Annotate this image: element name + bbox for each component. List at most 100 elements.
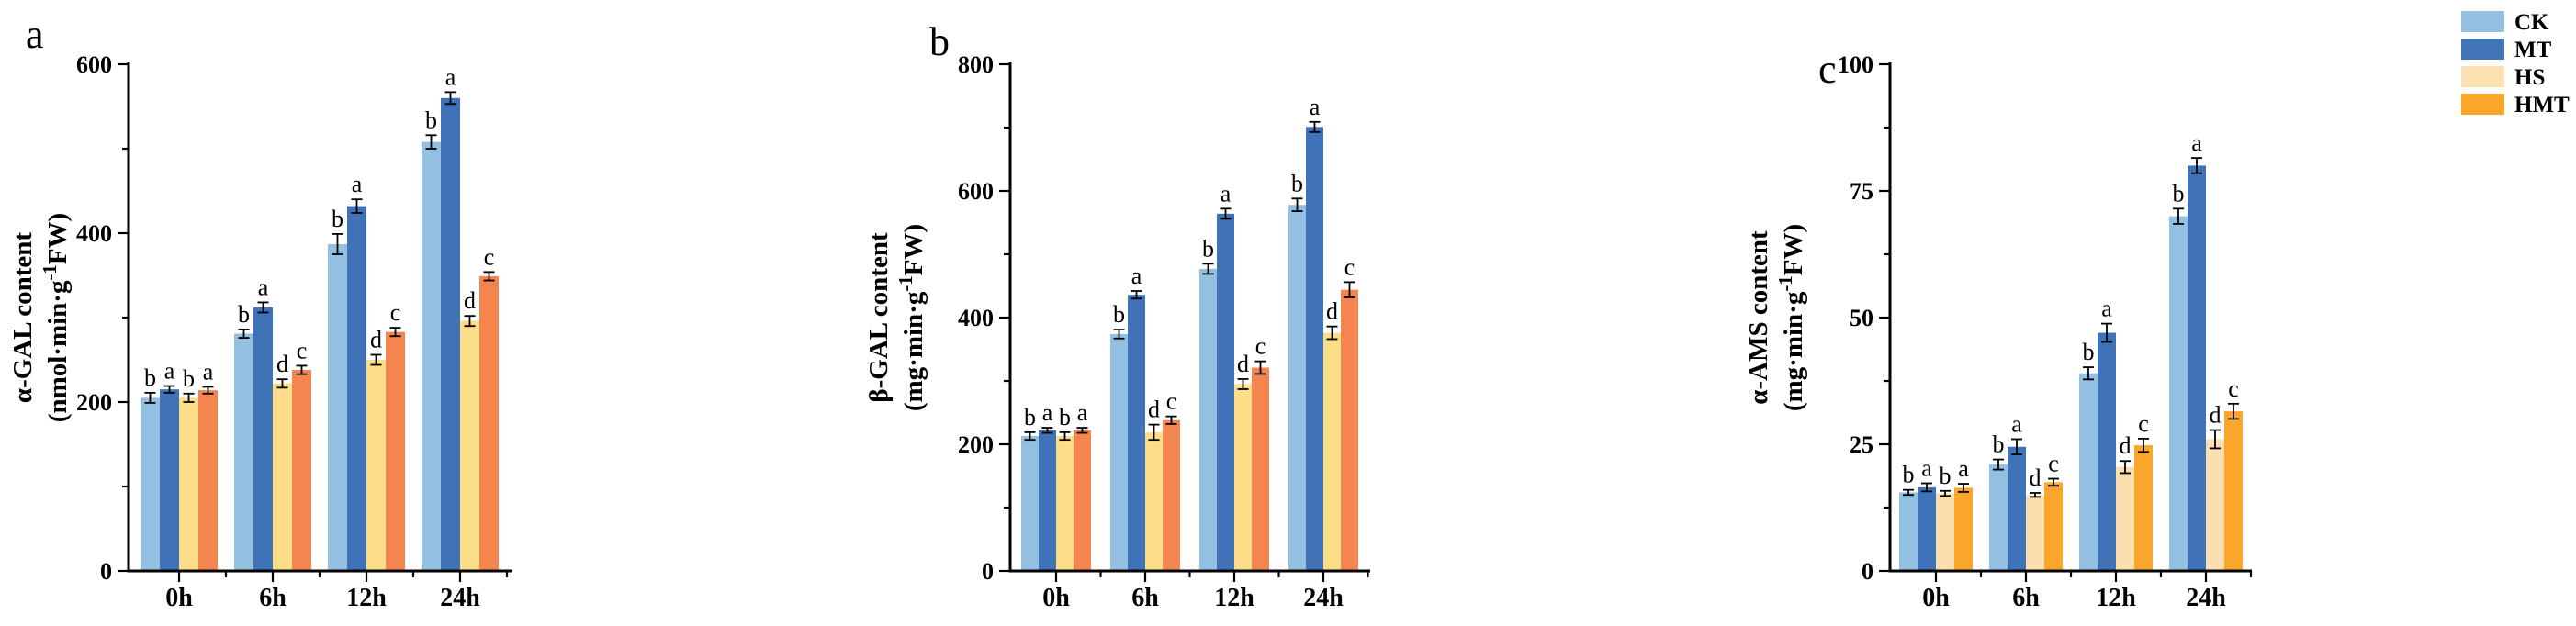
legend-label-hmt: HMT bbox=[2514, 93, 2570, 117]
error-bar-hmt-6h bbox=[2048, 477, 2059, 487]
panel-label-c: c bbox=[1818, 47, 1837, 92]
bar-hmt-6h bbox=[2044, 482, 2063, 571]
sig-letter-hmt-12h: c bbox=[390, 299, 401, 326]
sig-letter-hs-0h: b bbox=[1940, 463, 1952, 489]
bar-hmt-24h bbox=[2224, 411, 2243, 571]
sig-letter-hs-12h: d bbox=[370, 326, 382, 352]
bar-hs-12h bbox=[1234, 384, 1252, 571]
error-bar-ck-24h bbox=[1291, 197, 1303, 212]
sig-letter-mt-12h: a bbox=[352, 171, 363, 197]
sig-letter-hs-24h: d bbox=[464, 287, 476, 314]
y-axis-title-line2: (mg·min·g-1FW) bbox=[1774, 224, 1808, 411]
x-tick-label-6h: 6h bbox=[259, 584, 287, 612]
sig-letter-hmt-0h: a bbox=[1958, 455, 1969, 482]
sig-letter-mt-0h: a bbox=[164, 358, 175, 385]
error-bar-mt-0h bbox=[163, 385, 175, 394]
bar-hmt-24h bbox=[1341, 289, 1358, 571]
sig-letter-hmt-24h: c bbox=[484, 243, 495, 270]
bar-mt-6h bbox=[2008, 446, 2026, 571]
error-bar-mt-12h bbox=[351, 198, 363, 214]
sig-letter-hmt-24h: c bbox=[1344, 253, 1355, 280]
legend-swatch-mt bbox=[2461, 39, 2504, 60]
error-bar-hmt-12h bbox=[1254, 360, 1266, 375]
bar-ck-0h bbox=[141, 397, 160, 571]
legend-label-ck: CK bbox=[2514, 10, 2549, 35]
legend-swatch-ck bbox=[2461, 11, 2504, 32]
sig-letter-hs-0h: b bbox=[183, 365, 195, 392]
sig-letter-ck-6h: b bbox=[238, 301, 250, 328]
sig-letter-ck-12h: b bbox=[2083, 339, 2095, 365]
bar-hs-0h bbox=[1056, 436, 1074, 571]
y-tick-label: 100 bbox=[1838, 51, 1873, 78]
sig-letter-hmt-6h: c bbox=[2048, 451, 2059, 477]
error-bar-hs-6h bbox=[276, 378, 288, 389]
bar-ck-12h bbox=[2079, 373, 2098, 571]
bar-ck-0h bbox=[1021, 436, 1039, 571]
error-bar-ck-6h bbox=[238, 328, 250, 339]
x-tick-label-24h: 24h bbox=[1303, 584, 1344, 612]
sig-letter-hmt-0h: a bbox=[203, 358, 214, 385]
sig-letter-mt-6h: a bbox=[1131, 263, 1142, 289]
y-tick-label: 50 bbox=[1850, 305, 1873, 331]
error-bar-hmt-0h bbox=[1076, 427, 1088, 434]
y-tick-label: 200 bbox=[76, 389, 112, 416]
error-bar-ck-24h bbox=[2173, 207, 2184, 225]
bar-mt-6h bbox=[253, 307, 273, 571]
bar-hs-12h bbox=[2116, 466, 2134, 571]
bar-hmt-6h bbox=[1163, 419, 1180, 571]
sig-letter-mt-24h: a bbox=[2191, 129, 2202, 156]
error-bar-hmt-6h bbox=[1165, 415, 1177, 425]
error-bar-mt-0h bbox=[1921, 482, 1932, 493]
sig-letter-hmt-24h: c bbox=[2228, 375, 2239, 402]
error-bar-mt-0h bbox=[1041, 427, 1053, 434]
legend: CK MT HS HMT bbox=[2461, 10, 2570, 117]
error-bar-ck-12h bbox=[332, 233, 343, 255]
y-tick-label: 600 bbox=[958, 178, 994, 205]
error-bar-ck-0h bbox=[144, 391, 156, 404]
sig-letter-hmt-6h: c bbox=[1166, 388, 1177, 415]
bar-hs-24h bbox=[1323, 332, 1341, 571]
error-bar-hmt-24h bbox=[1344, 281, 1355, 298]
x-tick-label-0h: 0h bbox=[165, 584, 193, 612]
y-tick-label: 200 bbox=[958, 431, 994, 458]
x-tick-label-0h: 0h bbox=[1922, 584, 1950, 612]
x-tick-label-6h: 6h bbox=[2012, 584, 2040, 612]
error-bar-mt-24h bbox=[1309, 120, 1321, 133]
error-bar-hs-12h bbox=[1237, 378, 1249, 390]
y-tick-label: 600 bbox=[76, 51, 112, 78]
sig-letter-hs-12h: d bbox=[2120, 432, 2132, 459]
bar-mt-12h bbox=[1217, 213, 1234, 571]
legend-swatch-hmt bbox=[2461, 94, 2504, 115]
y-tick-label: 0 bbox=[1862, 558, 1873, 585]
bar-mt-24h bbox=[1306, 127, 1323, 571]
error-bar-hs-24h bbox=[464, 315, 476, 328]
bar-mt-6h bbox=[1128, 295, 1145, 571]
x-tick-label-12h: 12h bbox=[1214, 584, 1254, 612]
sig-letter-hs-6h: d bbox=[2030, 464, 2042, 491]
sig-letter-mt-24h: a bbox=[1310, 94, 1321, 120]
sig-letter-mt-12h: a bbox=[2101, 296, 2112, 322]
y-axis-title-line1: α-AMS content bbox=[1744, 230, 1773, 405]
bar-ck-0h bbox=[1899, 492, 1918, 571]
error-bar-ck-0h bbox=[1903, 488, 1914, 497]
sig-letter-ck-6h: b bbox=[1113, 301, 1125, 328]
bar-hs-24h bbox=[460, 320, 479, 571]
bar-ck-6h bbox=[1989, 464, 2008, 571]
sig-letter-ck-24h: b bbox=[1291, 170, 1303, 196]
panel-label-b: b bbox=[929, 19, 950, 64]
bar-hs-24h bbox=[2206, 439, 2224, 571]
bar-hmt-0h bbox=[1074, 430, 1091, 571]
error-bar-hs-12h bbox=[370, 353, 382, 366]
error-bar-hs-24h bbox=[2210, 429, 2221, 450]
bar-ck-24h bbox=[422, 141, 441, 571]
sig-letter-mt-12h: a bbox=[1221, 180, 1232, 207]
error-bar-ck-6h bbox=[1993, 458, 2004, 471]
error-bar-ck-24h bbox=[425, 134, 437, 150]
bar-ck-24h bbox=[1288, 205, 1306, 571]
error-bar-mt-6h bbox=[257, 301, 269, 314]
error-bar-hmt-12h bbox=[2138, 438, 2149, 453]
bar-hs-0h bbox=[1936, 493, 1954, 571]
